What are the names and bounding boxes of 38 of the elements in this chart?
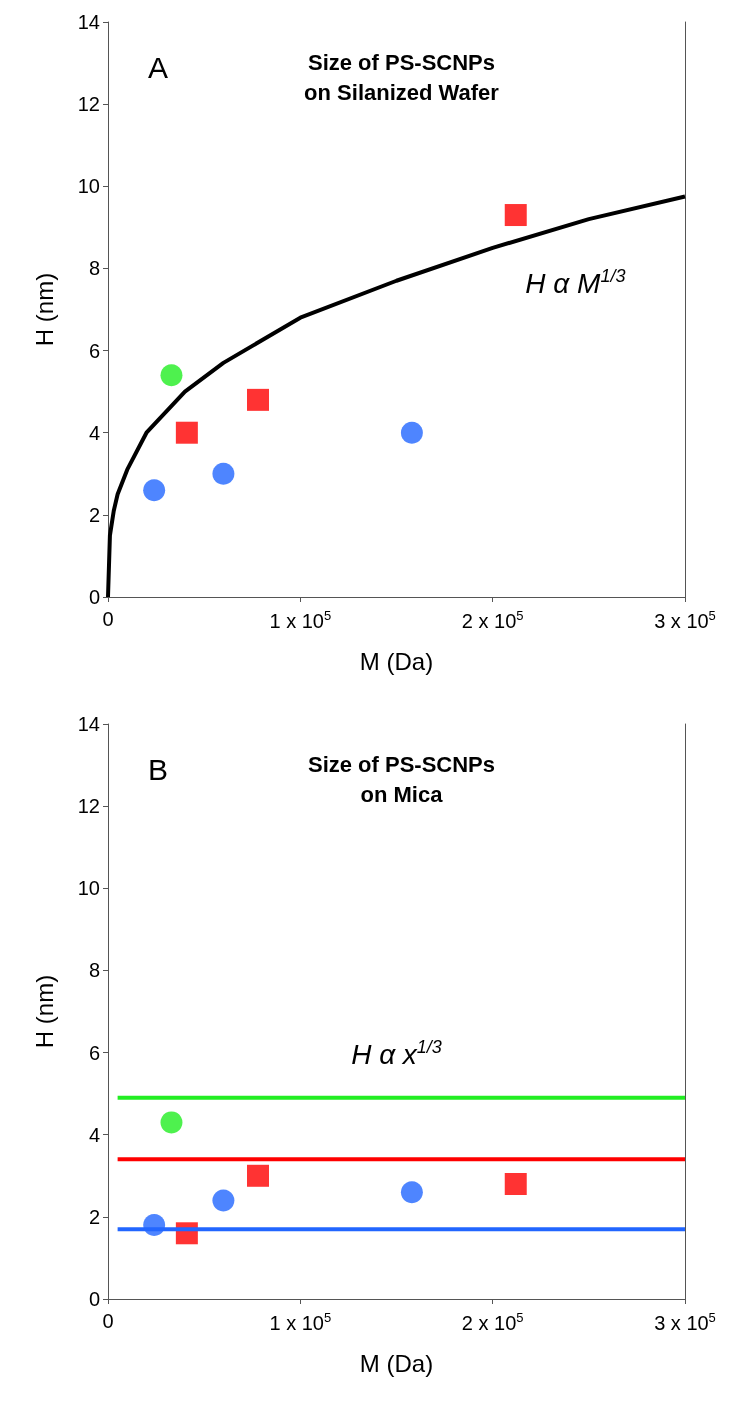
y-tick-label: 6 <box>88 1041 100 1064</box>
point <box>212 1189 235 1212</box>
point <box>247 388 270 411</box>
point <box>400 1181 423 1204</box>
y-axis-title: H (nm) <box>30 272 58 347</box>
point <box>212 462 235 485</box>
text: Size of PS-SCNPs on Mica <box>307 751 496 807</box>
y-tick-label: 6 <box>88 339 100 362</box>
point <box>504 1173 527 1195</box>
point <box>143 479 166 502</box>
annotation: B <box>148 752 169 786</box>
y-tick-label: 0 <box>88 586 100 608</box>
y-axis-title: H (nm) <box>30 974 58 1049</box>
point <box>160 364 183 387</box>
x-tick-label: 0 <box>102 608 114 630</box>
y-tick-label: 12 <box>77 93 100 116</box>
x-axis-title: M (Da) <box>359 647 434 675</box>
annotation: A <box>148 50 169 84</box>
point <box>504 204 527 227</box>
point <box>175 421 198 444</box>
y-tick-label: 12 <box>77 795 100 818</box>
y-tick-label: 2 <box>88 503 100 526</box>
point <box>160 1111 183 1134</box>
y-tick-label: 8 <box>88 959 100 982</box>
x-axis-title: M (Da) <box>359 1349 434 1377</box>
text: Size of PS-SCNPs on Silanized Wafer <box>304 49 500 105</box>
y-tick-label: 10 <box>77 877 100 900</box>
y-tick-label: 2 <box>88 1205 100 1228</box>
y-tick-label: 14 <box>77 713 100 735</box>
point <box>400 421 423 444</box>
y-tick-label: 0 <box>88 1288 100 1310</box>
y-tick-label: 8 <box>88 257 100 280</box>
x-tick-label: 0 <box>102 1310 114 1332</box>
y-tick-label: 10 <box>77 175 100 198</box>
point <box>247 1164 270 1187</box>
y-tick-label: 14 <box>77 11 100 33</box>
y-tick-label: 4 <box>88 1123 100 1146</box>
y-tick-label: 4 <box>88 421 100 444</box>
